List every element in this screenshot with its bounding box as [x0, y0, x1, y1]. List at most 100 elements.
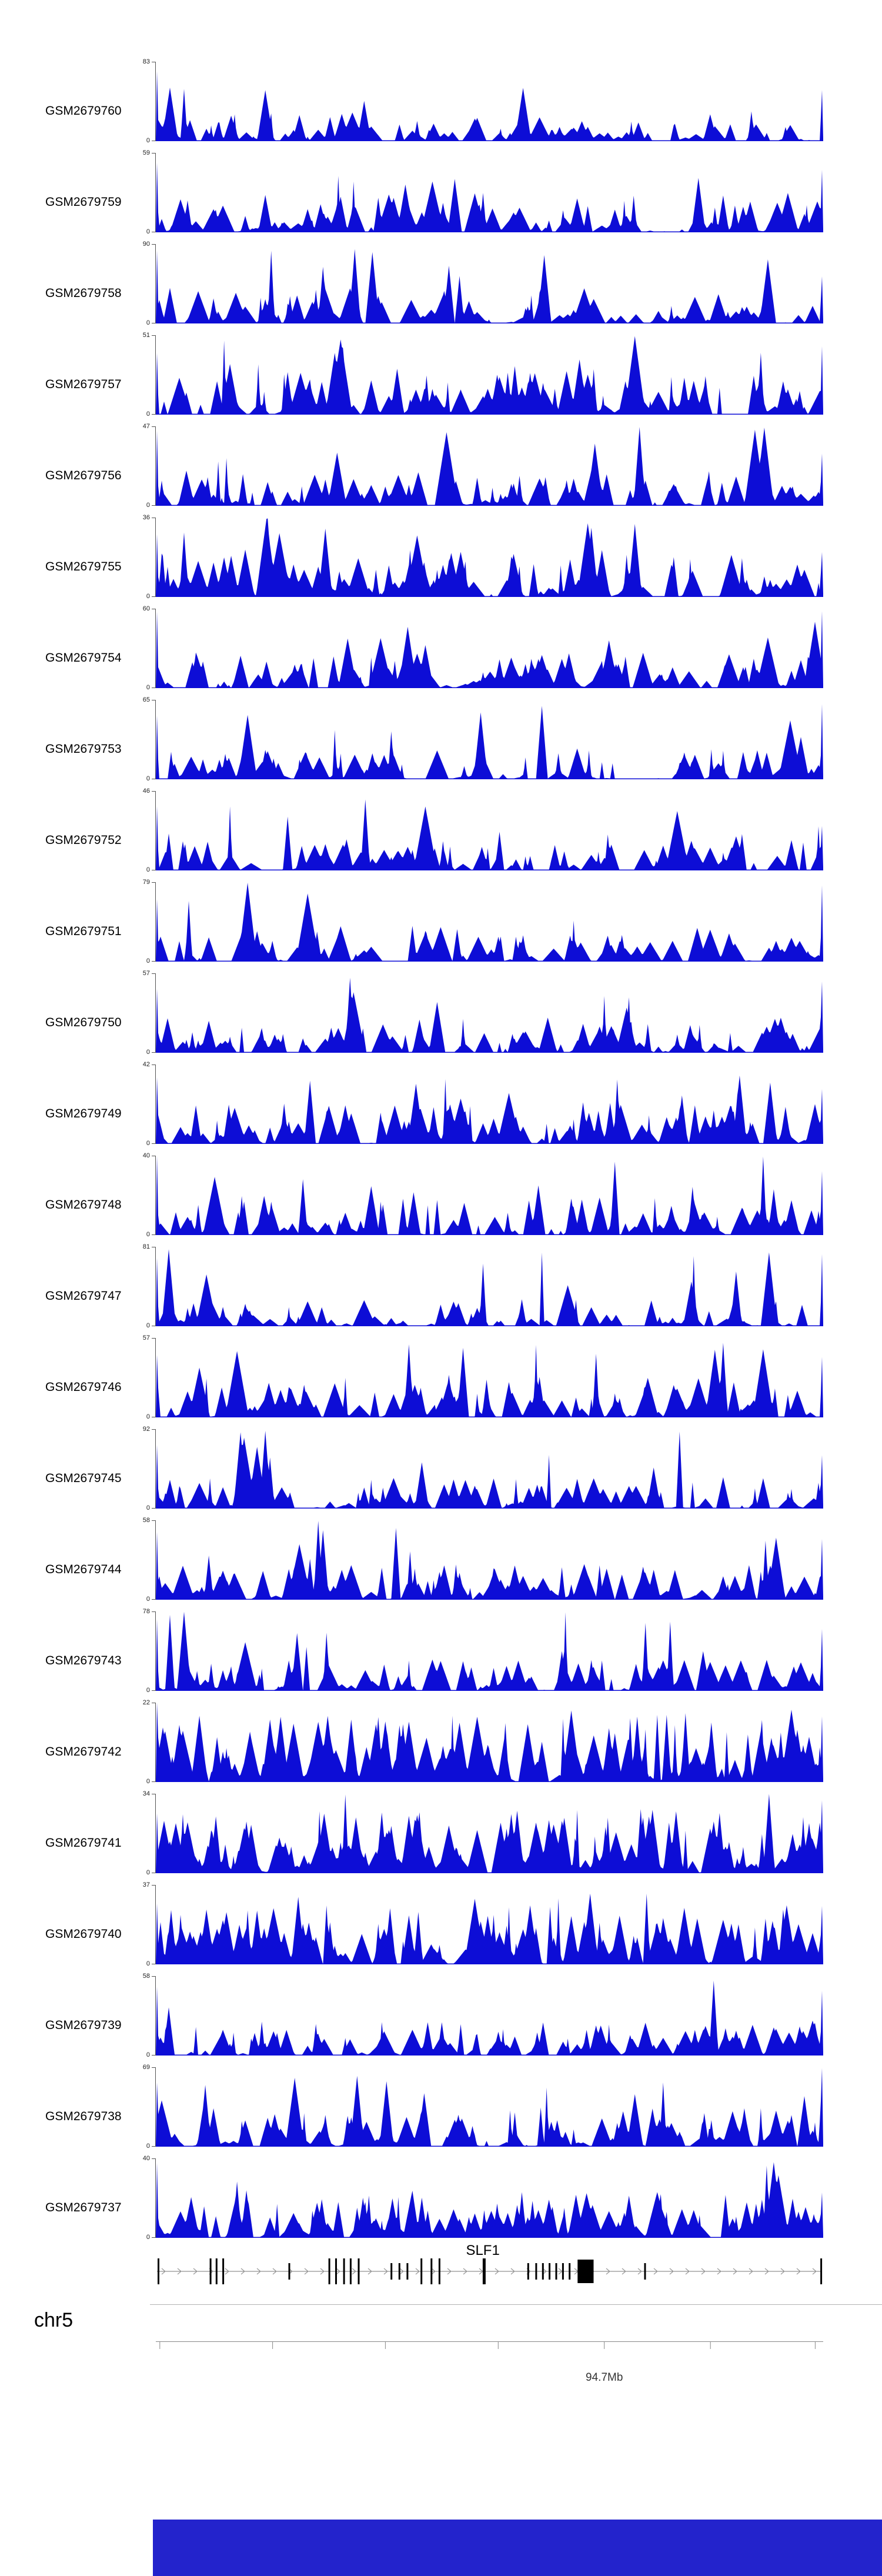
y-axis-max-label: 81 — [142, 1243, 150, 1250]
y-axis-max-label: 47 — [142, 423, 150, 430]
y-axis-max-label: 22 — [142, 1699, 150, 1706]
track-label: GSM2679756 — [45, 469, 122, 482]
strand-arrow-icon — [447, 2268, 452, 2275]
coverage-area — [156, 1343, 823, 1417]
track-label: GSM2679759 — [45, 195, 122, 209]
y-axis-max-label: 92 — [142, 1426, 150, 1433]
coverage-baseline — [156, 1872, 823, 1873]
y-axis-max-tick — [152, 426, 155, 427]
strand-arrow-icon — [637, 2268, 642, 2275]
coverage-signal-svg — [156, 611, 823, 688]
y-axis-zero-label: 0 — [146, 957, 150, 965]
y-axis-line — [155, 2158, 156, 2238]
strand-arrow-icon — [304, 2268, 309, 2275]
coverage-track: GSM2679745 92 0 — [0, 1417, 882, 1511]
coverage-tracks: GSM2679760 83 0 GSM2679759 59 0 — [0, 50, 882, 2241]
coverage-area — [156, 1794, 823, 1873]
strand-arrow-icon — [685, 2268, 690, 2275]
y-axis-zero-tick — [152, 2237, 155, 2238]
coverage-baseline — [156, 960, 823, 962]
strand-arrow-icon — [240, 2268, 245, 2275]
y-axis-line — [155, 1794, 156, 1873]
strand-arrow-icon — [495, 2268, 499, 2275]
track-plot: 40 0 — [143, 1153, 823, 1238]
y-axis-zero-label: 0 — [146, 411, 150, 418]
track-label: GSM2679747 — [45, 1289, 122, 1303]
coverage-track: GSM2679756 47 0 — [0, 415, 882, 509]
y-axis-max-label: 51 — [142, 332, 150, 339]
exon-bar — [209, 2258, 212, 2284]
coverage-area — [156, 882, 823, 962]
coverage-track: GSM2679737 40 0 — [0, 2147, 882, 2241]
y-axis-line — [155, 335, 156, 415]
y-axis-line — [155, 2067, 156, 2147]
y-axis-max-tick — [152, 2158, 155, 2159]
track-plot: 92 0 — [143, 1426, 823, 1511]
strand-arrow-icon — [622, 2268, 626, 2275]
y-axis-line — [155, 1247, 156, 1326]
coverage-signal-svg — [156, 882, 823, 962]
track-label: GSM2679742 — [45, 1745, 122, 1759]
track-label: GSM2679755 — [45, 560, 122, 573]
coverage-signal-svg — [156, 71, 823, 141]
strand-arrow-icon — [463, 2268, 467, 2275]
strand-arrow-icon — [542, 2268, 547, 2275]
coverage-signal-svg — [156, 1794, 823, 1873]
coverage-baseline — [156, 2145, 823, 2147]
genome-axis-svg — [156, 2341, 823, 2349]
y-axis-max-label: 90 — [142, 241, 150, 248]
y-axis-max-tick — [152, 153, 155, 154]
coverage-track: GSM2679744 58 0 — [0, 1509, 882, 1603]
y-axis-max-tick — [152, 335, 155, 336]
coverage-baseline — [156, 140, 823, 141]
coverage-track: GSM2679755 36 0 — [0, 506, 882, 600]
axis-position-label: 94.7Mb — [586, 2371, 623, 2384]
track-label: GSM2679760 — [45, 104, 122, 118]
track-plot: 57 0 — [143, 970, 823, 1056]
y-axis-zero-tick — [152, 1508, 155, 1509]
exon-bar — [349, 2258, 352, 2284]
y-axis-zero-label: 0 — [146, 137, 150, 144]
y-axis-max-label: 83 — [142, 58, 150, 65]
y-axis-max-label: 58 — [142, 1973, 150, 1980]
coverage-area — [156, 799, 823, 870]
y-axis-max-tick — [152, 1338, 155, 1339]
gene-name-label: SLF1 — [466, 2243, 500, 2258]
coverage-track: GSM2679752 46 0 — [0, 779, 882, 873]
exon-bar — [358, 2258, 360, 2284]
exon-bar — [569, 2263, 571, 2280]
coverage-signal-svg — [156, 427, 823, 506]
strand-arrow-icon — [749, 2268, 753, 2275]
track-label: GSM2679754 — [45, 651, 122, 665]
strand-arrow-icon — [383, 2268, 388, 2275]
strand-arrow-icon — [812, 2268, 817, 2275]
y-axis-zero-tick — [152, 961, 155, 962]
y-axis-line — [155, 153, 156, 232]
y-axis-line — [155, 1520, 156, 1600]
track-plot: 40 0 — [143, 2155, 823, 2241]
y-axis-line — [155, 1156, 156, 1235]
strand-arrow-icon — [701, 2268, 706, 2275]
y-axis-max-label: 34 — [142, 1790, 150, 1797]
exon-bar — [549, 2263, 551, 2280]
track-plot: 60 0 — [143, 606, 823, 691]
strand-arrow-icon — [717, 2268, 721, 2275]
coverage-track: GSM2679738 69 0 — [0, 2056, 882, 2150]
y-axis-line — [155, 1065, 156, 1144]
y-axis-zero-tick — [152, 1052, 155, 1053]
coverage-area — [156, 427, 823, 506]
track-plot: 22 0 — [143, 1700, 823, 1785]
coverage-baseline — [156, 687, 823, 688]
y-axis-zero-label: 0 — [146, 866, 150, 873]
coverage-track: GSM2679740 37 0 — [0, 1873, 882, 1967]
track-label: GSM2679746 — [45, 1380, 122, 1394]
track-plot: 90 0 — [143, 241, 823, 326]
track-plot: 58 0 — [143, 1517, 823, 1603]
coverage-baseline — [156, 505, 823, 506]
exon-bar — [215, 2258, 218, 2284]
y-axis-max-label: 37 — [142, 1881, 150, 1888]
track-plot: 36 0 — [143, 515, 823, 600]
exon-bar — [482, 2258, 486, 2284]
strand-arrow-icon — [352, 2268, 356, 2275]
coverage-track: GSM2679748 40 0 — [0, 1144, 882, 1238]
